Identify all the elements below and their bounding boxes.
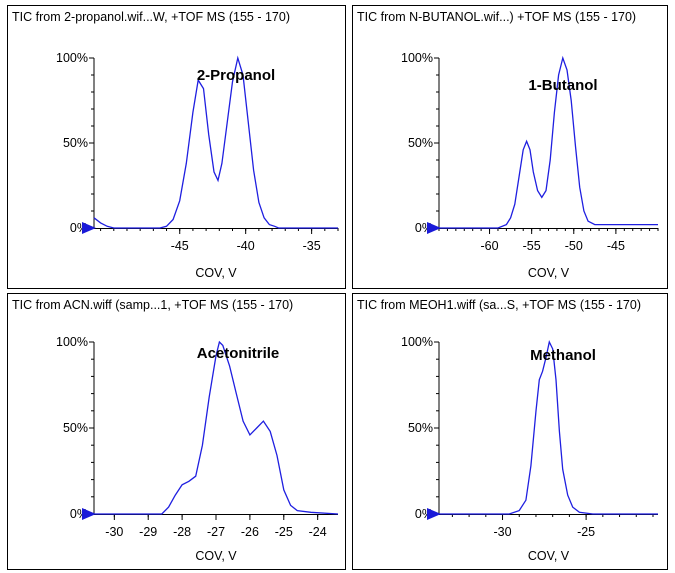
x-tick-label-2-propanol: -40 — [237, 239, 255, 253]
chart-panel-2-propanol: TIC from 2-propanol.wif...W, +TOF MS (15… — [7, 5, 346, 289]
y-tick-label-1-butanol: 50% — [408, 136, 433, 150]
x-tick-label-acetonitrile: -26 — [241, 525, 259, 539]
x-tick-label-acetonitrile: -24 — [309, 525, 327, 539]
tic-trace-2-propanol — [93, 55, 338, 229]
chart-svg-acetonitrile: TIC from ACN.wiff (samp...1, +TOF MS (15… — [12, 298, 339, 563]
chart-svg-1-butanol: TIC from N-BUTANOL.wif...) +TOF MS (155 … — [357, 10, 659, 280]
y-tick-label-acetonitrile: 50% — [63, 421, 88, 435]
baseline-marker-icon-acetonitrile — [82, 508, 96, 520]
x-axis-label-1-butanol: COV, V — [528, 266, 570, 280]
tic-trace-1-butanol — [439, 55, 658, 229]
y-tick-label-methanol: 50% — [408, 421, 433, 435]
baseline-marker-icon-1-butanol — [427, 222, 441, 234]
x-tick-label-methanol: -25 — [577, 525, 595, 539]
compound-label-2-propanol: 2-Propanol — [197, 67, 275, 84]
chart-panel-acetonitrile: TIC from ACN.wiff (samp...1, +TOF MS (15… — [7, 293, 346, 570]
x-axis-label-2-propanol: COV, V — [195, 266, 237, 280]
chart-header-2-propanol: TIC from 2-propanol.wif...W, +TOF MS (15… — [12, 10, 290, 24]
compound-label-methanol: Methanol — [530, 347, 596, 364]
x-tick-label-2-propanol: -35 — [303, 239, 321, 253]
y-tick-label-2-propanol: 100% — [56, 51, 88, 65]
y-tick-label-methanol: 100% — [401, 335, 433, 349]
x-tick-label-acetonitrile: -25 — [275, 525, 293, 539]
x-tick-label-acetonitrile: -27 — [207, 525, 225, 539]
compound-label-1-butanol: 1-Butanol — [528, 77, 597, 94]
x-tick-label-acetonitrile: -29 — [139, 525, 157, 539]
baseline-marker-icon-methanol — [427, 508, 441, 520]
x-tick-label-2-propanol: -45 — [171, 239, 189, 253]
chart-header-acetonitrile: TIC from ACN.wiff (samp...1, +TOF MS (15… — [12, 298, 293, 312]
y-tick-label-1-butanol: 100% — [401, 51, 433, 65]
x-tick-label-acetonitrile: -30 — [105, 525, 123, 539]
x-axis-label-acetonitrile: COV, V — [195, 549, 237, 563]
x-tick-label-1-butanol: -45 — [607, 239, 625, 253]
x-tick-label-1-butanol: -55 — [523, 239, 541, 253]
tic-trace-methanol — [439, 340, 658, 515]
tic-trace-acetonitrile — [94, 340, 339, 515]
chart-panel-1-butanol: TIC from N-BUTANOL.wif...) +TOF MS (155 … — [352, 5, 668, 289]
y-tick-label-2-propanol: 50% — [63, 136, 88, 150]
chart-header-methanol: TIC from MEOH1.wiff (sa...S, +TOF MS (15… — [357, 298, 641, 312]
chart-svg-2-propanol: TIC from 2-propanol.wif...W, +TOF MS (15… — [12, 10, 339, 280]
x-tick-label-1-butanol: -60 — [480, 239, 498, 253]
baseline-marker-icon-2-propanol — [82, 222, 96, 234]
chart-svg-methanol: TIC from MEOH1.wiff (sa...S, +TOF MS (15… — [357, 298, 658, 563]
x-tick-label-methanol: -30 — [493, 525, 511, 539]
chart-header-1-butanol: TIC from N-BUTANOL.wif...) +TOF MS (155 … — [357, 10, 636, 24]
x-tick-label-1-butanol: -50 — [565, 239, 583, 253]
compound-label-acetonitrile: Acetonitrile — [197, 345, 280, 362]
y-tick-label-acetonitrile: 100% — [56, 335, 88, 349]
x-axis-label-methanol: COV, V — [528, 549, 570, 563]
x-tick-label-acetonitrile: -28 — [173, 525, 191, 539]
chart-panel-methanol: TIC from MEOH1.wiff (sa...S, +TOF MS (15… — [352, 293, 668, 570]
